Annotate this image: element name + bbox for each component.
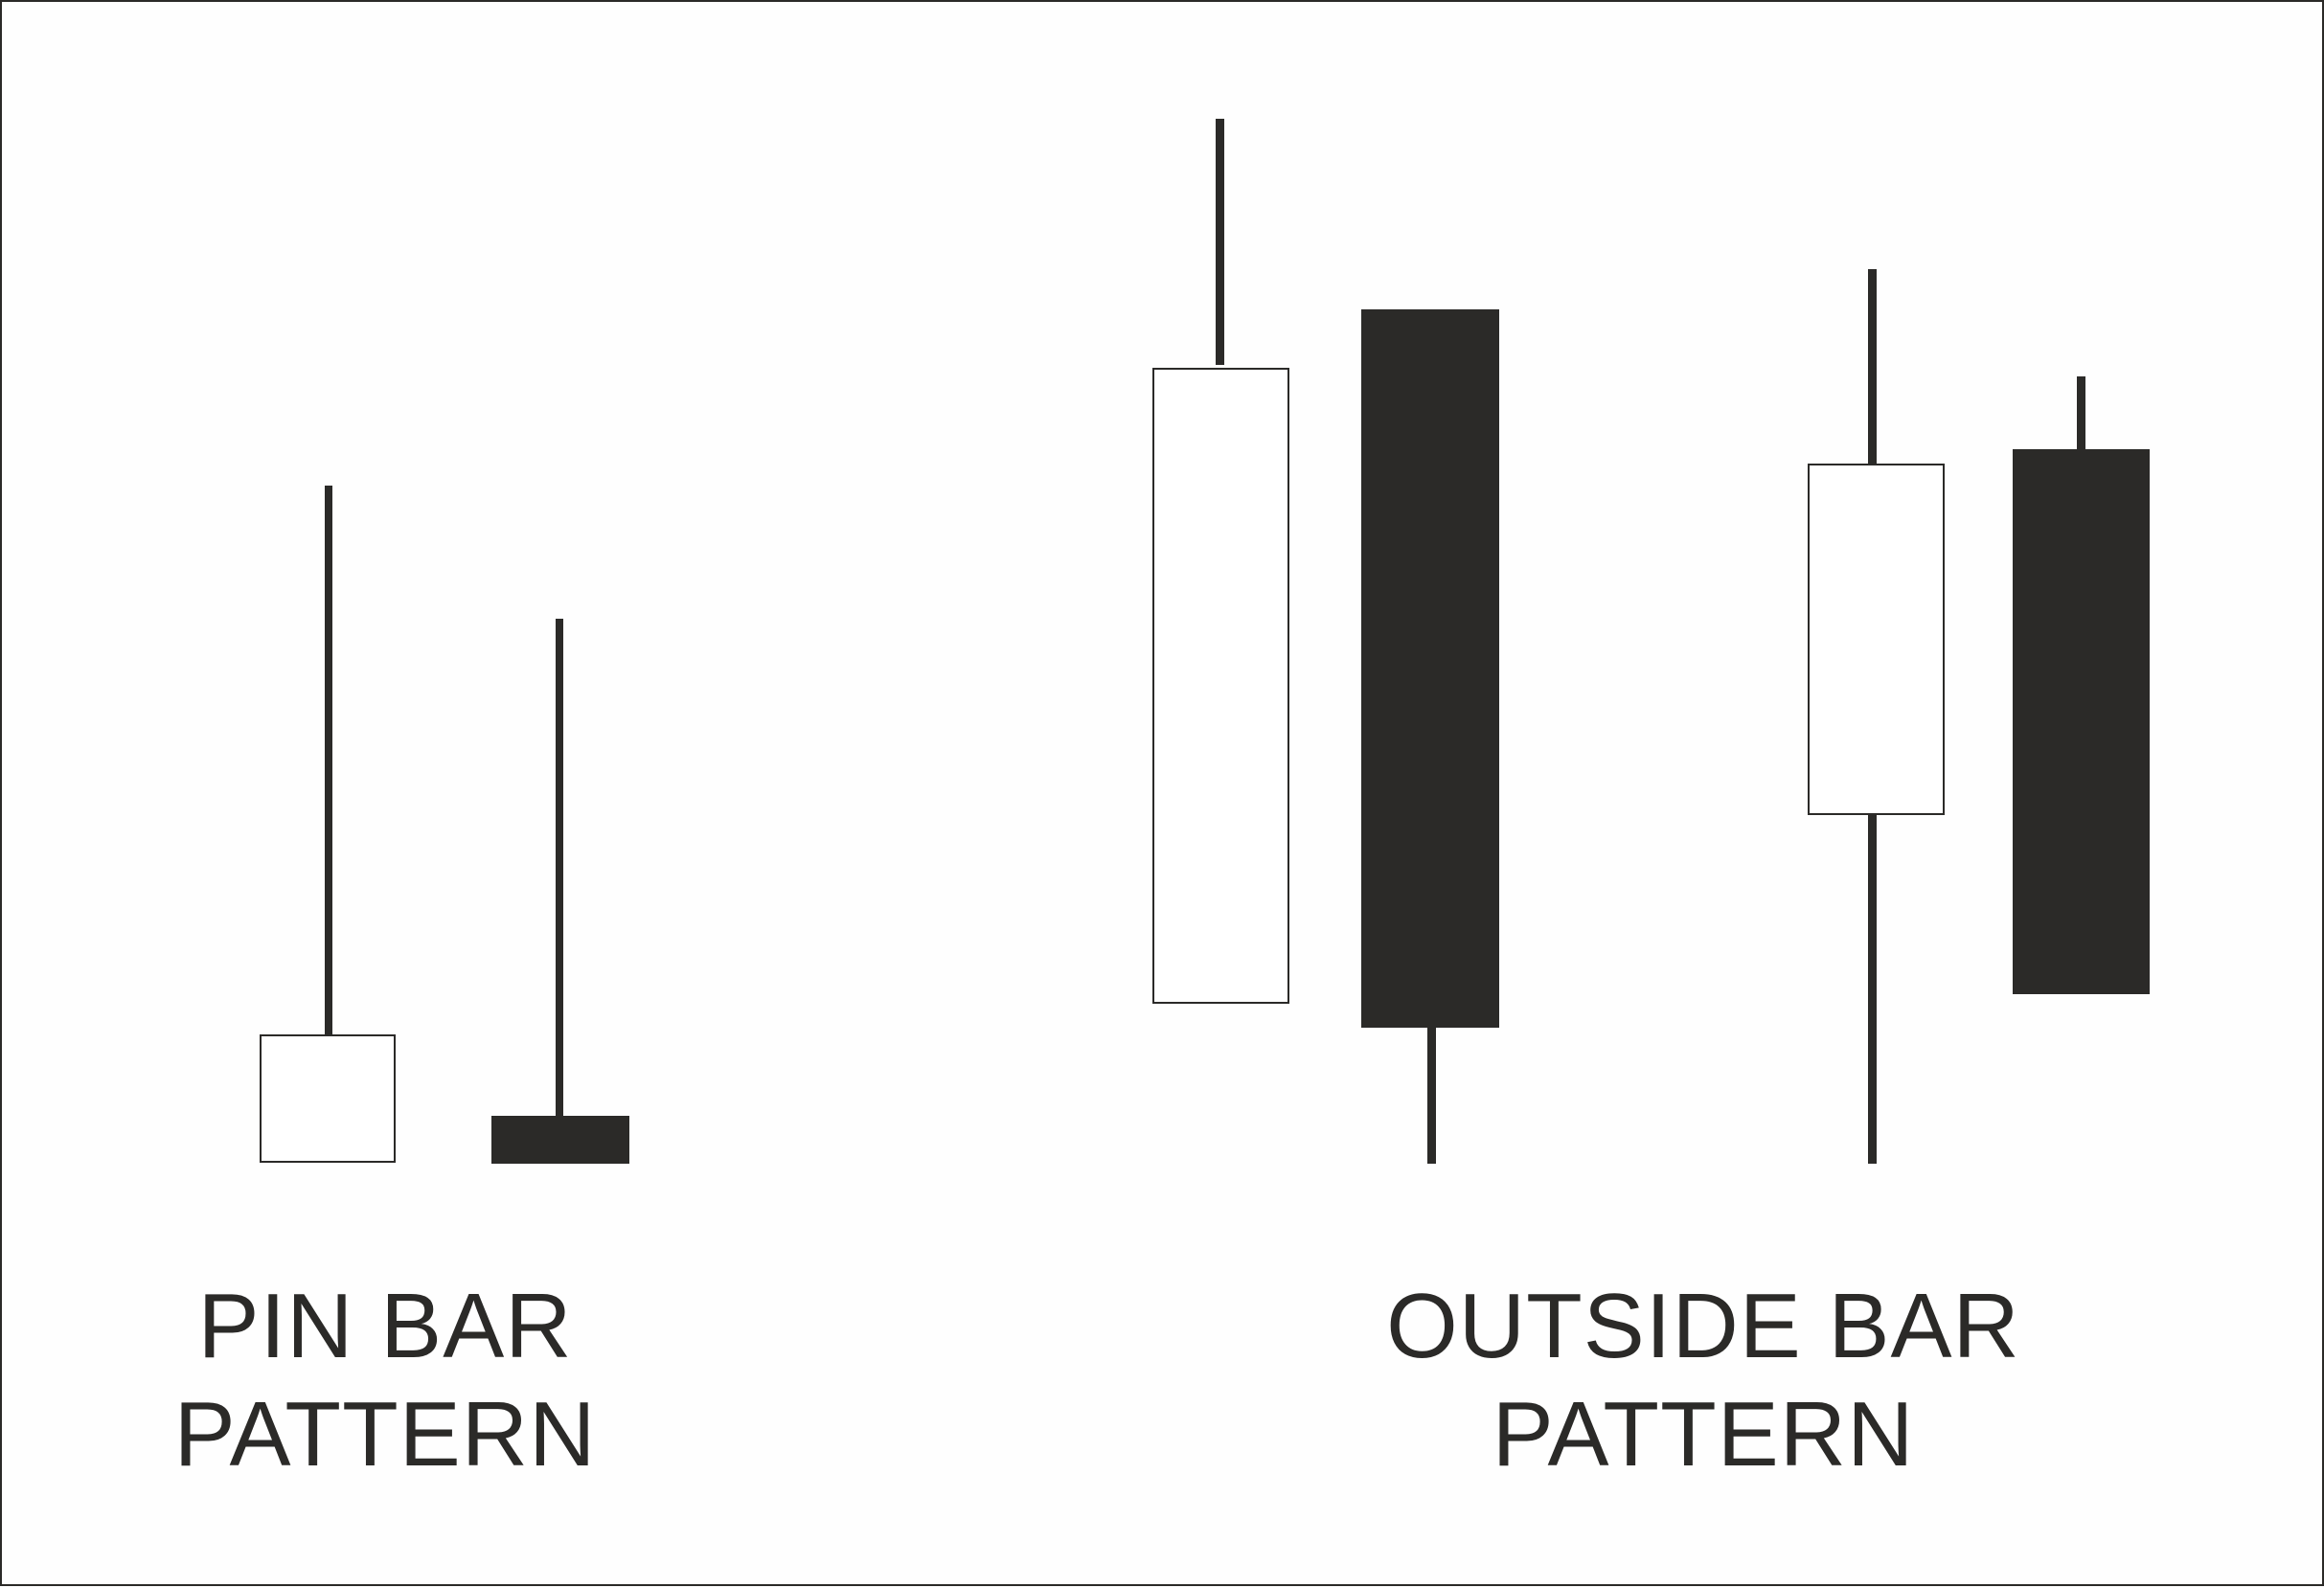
outside-bar-1-bullish-candle	[1152, 119, 1289, 1004]
pin-bar-bearish-body	[491, 1116, 629, 1164]
outside-bar-2-bearish-body	[2013, 449, 2150, 994]
outside-bar-2-bullish-body	[1808, 464, 1945, 815]
outside-bar-2-bullish-lower-wick	[1868, 814, 1877, 1164]
outside-bar-1-bearish-lower-wick	[1427, 1027, 1436, 1164]
outside-bar-1-bullish-upper-wick	[1216, 119, 1224, 365]
outside-bar-2-bullish-candle	[1808, 269, 1945, 1164]
outside-bar-2-bullish-upper-wick	[1868, 269, 1877, 465]
pin-bar-bearish-wick	[556, 619, 563, 1117]
pin-bar-caption: PIN BAR PATTERN	[98, 1272, 672, 1488]
outside-bar-caption-line-1: OUTSIDE BAR	[1386, 1275, 2020, 1377]
outside-bar-1-bearish-candle	[1361, 309, 1499, 1164]
pin-bar-caption-line-2: PATTERN	[173, 1383, 597, 1486]
outside-bar-2-bearish-upper-wick	[2077, 376, 2085, 450]
pin-bar-bullish-body	[260, 1034, 396, 1163]
outside-bar-1-bearish-body	[1361, 309, 1499, 1028]
pin-bar-group	[260, 486, 629, 1164]
outside-bar-caption: OUTSIDE BAR PATTERN	[1176, 1272, 2230, 1488]
pin-bar-bullish-candle	[260, 486, 396, 1163]
outside-bar-1-bullish-body	[1152, 368, 1289, 1004]
outside-bar-group-2	[1808, 269, 2150, 1164]
outside-bar-caption-line-2: PATTERN	[1492, 1383, 1915, 1486]
pin-bar-bearish-candle	[491, 619, 629, 1164]
outside-bar-group-1	[1152, 119, 1499, 1164]
outside-bar-2-bearish-candle	[2013, 376, 2150, 994]
pin-bar-bullish-wick	[325, 486, 332, 1036]
pin-bar-caption-line-1: PIN BAR	[197, 1275, 573, 1377]
